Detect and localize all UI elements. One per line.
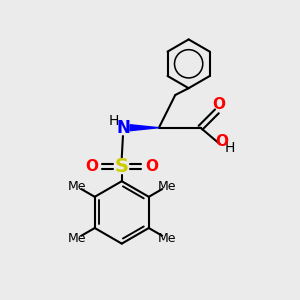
Polygon shape [130,125,159,131]
Text: Me: Me [157,180,176,193]
Text: H: H [108,114,118,128]
Text: N: N [116,119,130,137]
Text: O: O [85,159,98,174]
Text: H: H [224,141,235,154]
Text: O: O [215,134,228,148]
Text: Me: Me [157,232,176,245]
Text: Me: Me [68,232,86,245]
Text: O: O [212,97,226,112]
Text: O: O [145,159,158,174]
Text: S: S [115,157,129,176]
Text: Me: Me [68,180,86,193]
